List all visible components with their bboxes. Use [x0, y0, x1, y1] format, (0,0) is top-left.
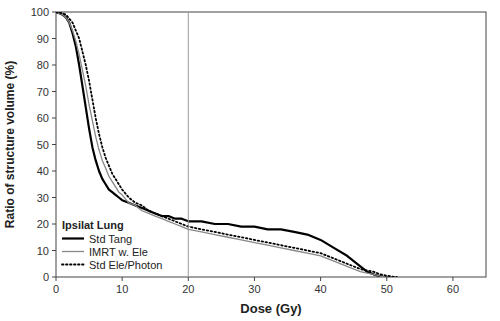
- plot-area: [56, 12, 397, 277]
- x-tick: [320, 277, 321, 281]
- x-tick-label: 10: [116, 283, 128, 295]
- series-line: [56, 12, 390, 277]
- y-tick-label: 90: [37, 33, 49, 45]
- legend-label: IMRT w. Ele: [89, 246, 148, 258]
- legend-label: Std Ele/Photon: [89, 259, 162, 271]
- x-tick-label: 60: [447, 283, 459, 295]
- legend-swatch: [62, 264, 84, 266]
- y-tick-label: 60: [37, 112, 49, 124]
- x-tick: [56, 277, 57, 281]
- y-tick: [52, 277, 56, 278]
- chart: 0 10 20 30 40 50 60 0 10 20 30 40 50 60 70 80 90 100 Dose …: [0, 0, 500, 321]
- y-tick: [52, 224, 56, 225]
- x-tick: [254, 277, 255, 281]
- x-tick-label: 20: [182, 283, 194, 295]
- y-tick-label: 70: [37, 86, 49, 98]
- x-tick-label: 0: [53, 283, 59, 295]
- series-line: [56, 12, 388, 277]
- plot-frame: [56, 12, 486, 277]
- legend-swatch: [62, 237, 84, 239]
- x-tick: [452, 277, 453, 281]
- y-tick-label: 30: [37, 192, 49, 204]
- y-tick-label: 100: [31, 6, 49, 18]
- legend-swatch: [62, 251, 84, 252]
- axes: 0 10 20 30 40 50 60 0 10 20 30 40 50 60 70 80 90 100: [31, 6, 459, 295]
- y-tick: [52, 12, 56, 13]
- y-tick: [52, 118, 56, 119]
- y-tick-label: 50: [37, 139, 49, 151]
- y-tick-label: 80: [37, 59, 49, 71]
- y-axis-label: Ratio of structure volume (%): [3, 61, 17, 228]
- legend-title: Ipsilat Lung: [62, 219, 124, 231]
- y-tick-label: 20: [37, 218, 49, 230]
- y-tick-label: 40: [37, 165, 49, 177]
- y-tick: [52, 38, 56, 39]
- reference-line: [188, 12, 189, 277]
- x-tick: [122, 277, 123, 281]
- x-tick-label: 50: [381, 283, 393, 295]
- x-tick-label: 30: [248, 283, 260, 295]
- legend: Ipsilat Lung Std TangIMRT w. EleStd Ele/P…: [62, 219, 162, 271]
- x-axis-label: Dose (Gy): [240, 301, 301, 316]
- y-tick-label: 10: [37, 245, 49, 257]
- series-line: [56, 12, 397, 277]
- y-tick: [52, 250, 56, 251]
- x-tick-label: 40: [314, 283, 326, 295]
- y-tick: [52, 91, 56, 92]
- legend-label: Std Tang: [89, 233, 132, 245]
- x-tick: [188, 277, 189, 281]
- y-tick: [52, 144, 56, 145]
- y-tick-label: 0: [43, 271, 49, 283]
- x-tick: [386, 277, 387, 281]
- y-tick: [52, 197, 56, 198]
- y-tick: [52, 65, 56, 66]
- y-tick: [52, 171, 56, 172]
